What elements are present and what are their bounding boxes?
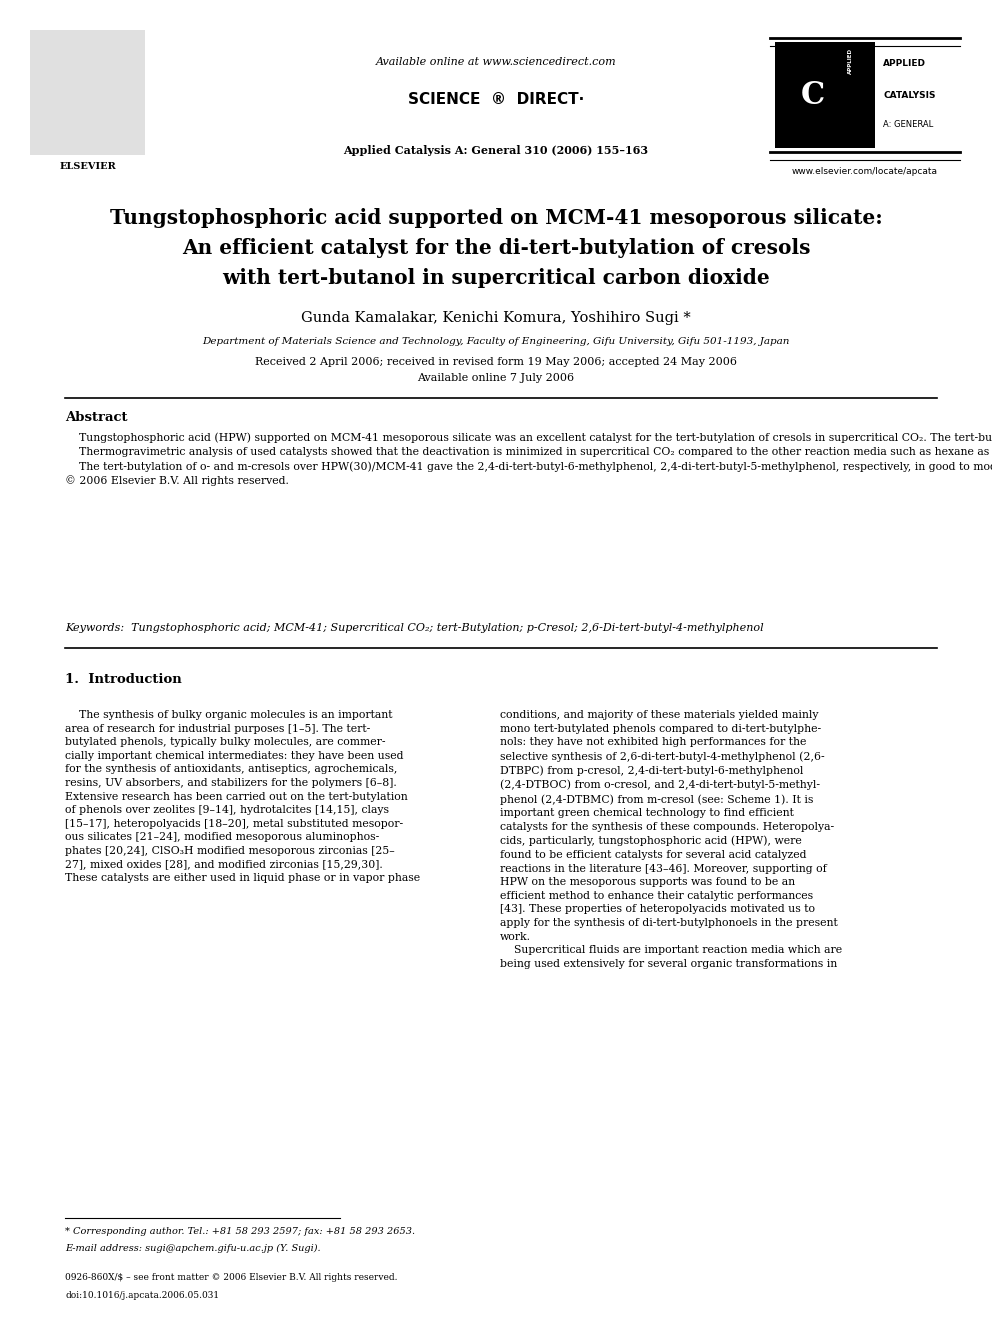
Text: CATALYSIS: CATALYSIS xyxy=(883,90,935,99)
Text: E-mail address: sugi@apchem.gifu-u.ac.jp (Y. Sugi).: E-mail address: sugi@apchem.gifu-u.ac.jp… xyxy=(65,1244,320,1253)
Text: APPLIED: APPLIED xyxy=(847,48,852,74)
Text: APPLIED: APPLIED xyxy=(883,58,926,67)
Text: Available online 7 July 2006: Available online 7 July 2006 xyxy=(418,373,574,382)
Text: 1.  Introduction: 1. Introduction xyxy=(65,673,182,687)
Text: Applied Catalysis A: General 310 (2006) 155–163: Applied Catalysis A: General 310 (2006) … xyxy=(343,144,649,156)
Text: Gunda Kamalakar, Kenichi Komura, Yoshihiro Sugi *: Gunda Kamalakar, Kenichi Komura, Yoshihi… xyxy=(302,311,690,325)
Text: Department of Materials Science and Technology, Faculty of Engineering, Gifu Uni: Department of Materials Science and Tech… xyxy=(202,337,790,347)
Text: Tungstophosphoric acid supported on MCM-41 mesoporous silicate:: Tungstophosphoric acid supported on MCM-… xyxy=(110,208,882,228)
Text: doi:10.1016/j.apcata.2006.05.031: doi:10.1016/j.apcata.2006.05.031 xyxy=(65,1290,219,1299)
Text: An efficient catalyst for the di-tert-butylation of cresols: An efficient catalyst for the di-tert-bu… xyxy=(182,238,810,258)
Text: Available online at www.sciencedirect.com: Available online at www.sciencedirect.co… xyxy=(376,57,616,67)
Text: Tungstophosphoric acid (HPW) supported on MCM-41 mesoporous silicate was an exce: Tungstophosphoric acid (HPW) supported o… xyxy=(65,433,992,487)
Text: SCIENCE  ®  DIRECT·: SCIENCE ® DIRECT· xyxy=(408,93,584,107)
Text: Abstract: Abstract xyxy=(65,411,128,425)
Text: The synthesis of bulky organic molecules is an important
area of research for in: The synthesis of bulky organic molecules… xyxy=(65,710,421,884)
Bar xyxy=(775,42,875,148)
Text: www.elsevier.com/locate/apcata: www.elsevier.com/locate/apcata xyxy=(792,168,938,176)
Text: with tert-butanol in supercritical carbon dioxide: with tert-butanol in supercritical carbo… xyxy=(222,269,770,288)
Text: Keywords:  Tungstophosphoric acid; MCM-41; Supercritical CO₂; tert-Butylation; p: Keywords: Tungstophosphoric acid; MCM-41… xyxy=(65,623,764,632)
Bar xyxy=(30,30,145,155)
Text: ELSEVIER: ELSEVIER xyxy=(60,161,116,171)
Text: Received 2 April 2006; received in revised form 19 May 2006; accepted 24 May 200: Received 2 April 2006; received in revis… xyxy=(255,357,737,366)
Text: * Corresponding author. Tel.: +81 58 293 2597; fax: +81 58 293 2653.: * Corresponding author. Tel.: +81 58 293… xyxy=(65,1228,415,1237)
Text: A: GENERAL: A: GENERAL xyxy=(883,120,933,130)
Text: C: C xyxy=(801,79,825,111)
Text: 0926-860X/$ – see front matter © 2006 Elsevier B.V. All rights reserved.: 0926-860X/$ – see front matter © 2006 El… xyxy=(65,1274,398,1282)
Text: conditions, and majority of these materials yielded mainly
mono tert-butylated p: conditions, and majority of these materi… xyxy=(500,710,842,968)
